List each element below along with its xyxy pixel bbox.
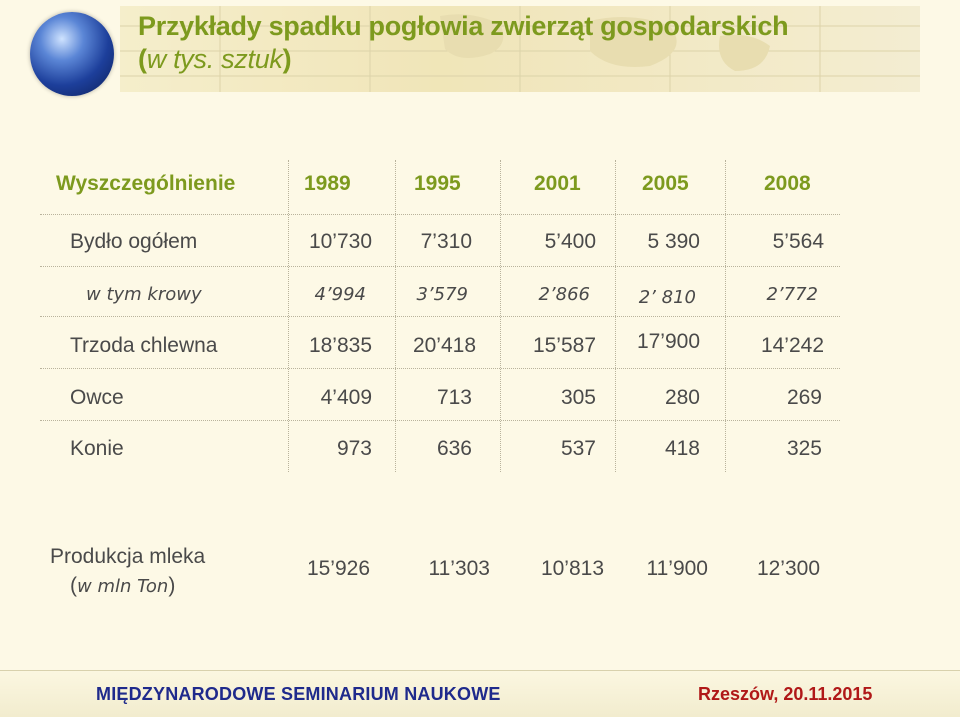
grid-line xyxy=(40,368,840,369)
table-cell: 7’310 xyxy=(420,230,472,253)
column-header-year: 1995 xyxy=(414,172,461,195)
table-cell: 20’418 xyxy=(412,334,476,357)
row-label: Bydło ogółem xyxy=(70,230,198,253)
table-cell: 636 xyxy=(436,437,472,460)
grid-line xyxy=(40,266,840,267)
table-cell: 713 xyxy=(436,386,472,409)
table-cell: 4’409 xyxy=(320,386,372,409)
table-cell: 2’772 xyxy=(766,284,818,305)
table-cell: 280 xyxy=(664,386,700,409)
column-header-year: 2001 xyxy=(534,172,581,195)
column-header-year: 1989 xyxy=(304,172,351,195)
table-cell: 973 xyxy=(336,437,372,460)
footer-date: Rzeszów, 20.11.2015 xyxy=(698,684,873,704)
table-cell: 5’564 xyxy=(772,230,824,253)
row-label: Owce xyxy=(70,386,124,409)
table-cell: 15’587 xyxy=(532,334,596,357)
table-cell: 305 xyxy=(560,386,596,409)
milk-cell: 11’303 xyxy=(428,557,490,580)
milk-cell: 11’900 xyxy=(646,557,708,580)
row-label: w tym krowy xyxy=(86,284,202,305)
milk-cell: 12’300 xyxy=(756,557,820,580)
table-cell: 269 xyxy=(786,386,822,409)
table-cell: 10’730 xyxy=(308,230,372,253)
column-header-year: 2005 xyxy=(642,172,689,195)
milk-label: Produkcja mleka xyxy=(50,545,206,568)
grid-line xyxy=(615,160,616,472)
grid-line xyxy=(725,160,726,472)
table-cell: 2’ 810 xyxy=(638,287,696,308)
table-cell: 3’579 xyxy=(416,284,468,305)
slide-title: Przykłady spadku pogłowia zwierząt gospo… xyxy=(138,10,789,76)
title-line2: (w tys. sztuk) xyxy=(138,44,292,74)
table-cell: 18’835 xyxy=(308,334,372,357)
grid-line xyxy=(40,420,840,421)
milk-cell: 10’813 xyxy=(540,557,604,580)
grid-line xyxy=(40,214,840,215)
table-cell: 537 xyxy=(560,437,596,460)
milk-unit-label: (w mln Ton) xyxy=(70,574,176,597)
grid-line xyxy=(40,316,840,317)
grid-line xyxy=(395,160,396,472)
grid-line xyxy=(288,160,289,472)
table-cell: 325 xyxy=(786,437,822,460)
milk-unit: w mln Ton xyxy=(77,576,169,597)
table-cell: 14’242 xyxy=(760,334,824,357)
table-cell: 5’400 xyxy=(544,230,596,253)
column-header-label: Wyszczególnienie xyxy=(56,172,236,195)
grid-line xyxy=(500,160,501,472)
table-cell: 418 xyxy=(664,437,700,460)
globe-icon xyxy=(30,12,114,96)
row-label: Trzoda chlewna xyxy=(70,334,218,357)
table-cell: 17’900 xyxy=(636,330,700,353)
table-cell: 5 390 xyxy=(647,230,700,253)
header-world-map xyxy=(120,6,920,92)
table-cell: 2’866 xyxy=(538,284,590,305)
title-unit: w tys. sztuk xyxy=(146,44,283,74)
title-line1: Przykłady spadku pogłowia zwierząt gospo… xyxy=(138,11,789,41)
footer-seminar: MIĘDZYNARODOWE SEMINARIUM NAUKOWE xyxy=(96,684,501,704)
table-cell: 4’994 xyxy=(314,284,366,305)
milk-cell: 15’926 xyxy=(306,557,370,580)
column-header-year: 2008 xyxy=(764,172,811,195)
world-map-graphic xyxy=(120,6,920,92)
row-label: Konie xyxy=(70,437,124,460)
footer-bar xyxy=(0,670,960,717)
